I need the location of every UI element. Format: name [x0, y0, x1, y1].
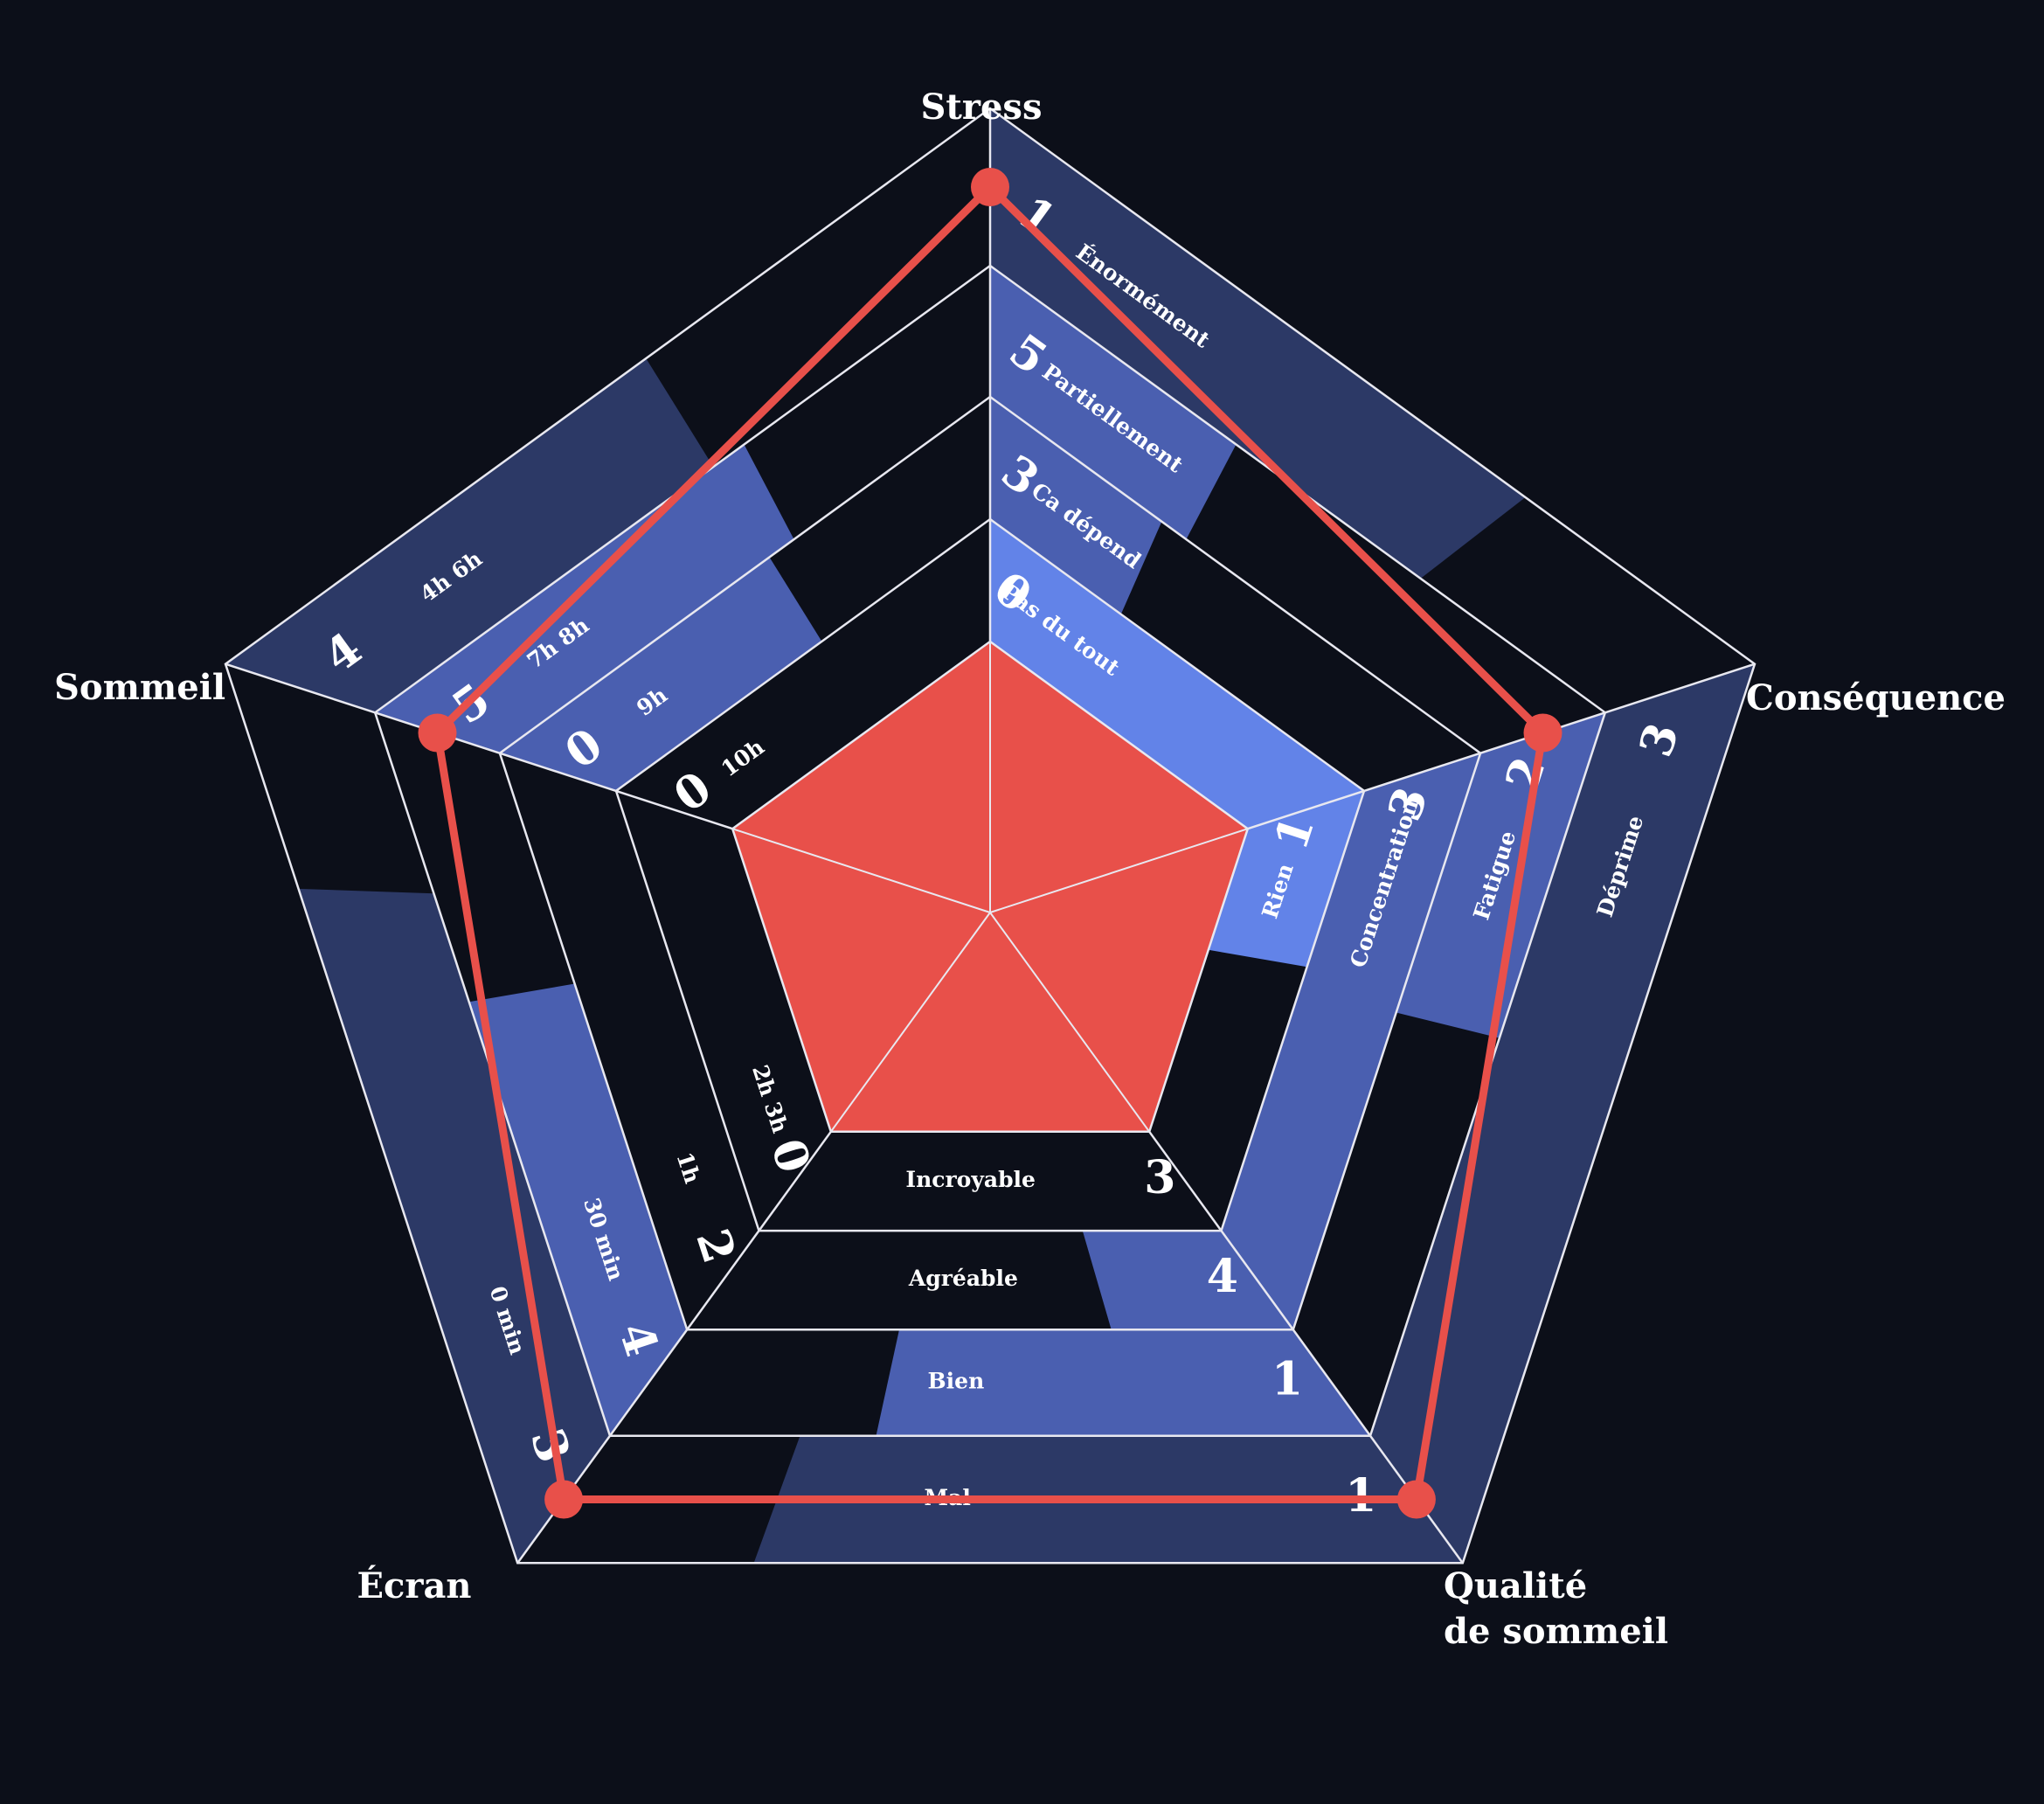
axis-line — [225, 663, 733, 830]
band-shade — [990, 108, 1526, 579]
data-series — [418, 168, 1562, 1519]
band-shade — [1396, 712, 1605, 1038]
series-point — [1523, 713, 1562, 753]
category-shading — [225, 108, 1755, 1564]
grid — [224, 107, 1756, 1565]
band-shade — [990, 519, 1364, 829]
band-shade — [990, 397, 1162, 614]
band-shade — [468, 983, 688, 1436]
series-point — [971, 168, 1009, 206]
axis-titles: Stress Conséquence Qualité de sommeil Écran S… — [54, 87, 2006, 1652]
grid-ring — [224, 107, 1756, 1565]
series-point — [418, 713, 457, 753]
series-point — [544, 1480, 584, 1519]
category-label: Bien — [928, 1369, 985, 1394]
band-shade — [876, 1329, 1370, 1436]
grid-ring — [614, 517, 1366, 1232]
band-shade — [1370, 663, 1755, 1564]
grid-ring — [731, 640, 1250, 1134]
axis-title: Sommeil — [54, 667, 225, 708]
grid-ring — [373, 264, 1607, 1437]
count-label: 3 — [1144, 1151, 1175, 1204]
category-label: Incroyable — [905, 1167, 1036, 1192]
band-shade — [225, 358, 714, 713]
band-shade — [298, 888, 610, 1564]
axis-title: Écran — [357, 1565, 472, 1606]
grid-ring — [498, 395, 1482, 1331]
axis-title: Stress — [921, 87, 1043, 128]
center-spoke — [989, 912, 1151, 1133]
count-label: 1 — [1271, 1353, 1303, 1406]
center-spoke — [829, 912, 991, 1133]
center-spoke — [989, 828, 1249, 913]
band-shade — [499, 557, 822, 791]
band-shade — [375, 444, 794, 753]
series-point — [1396, 1480, 1436, 1519]
axis-line — [1247, 663, 1756, 830]
axis-title: Conséquence — [1746, 677, 2006, 718]
band-shade — [1208, 790, 1364, 968]
band-shade — [990, 266, 1237, 540]
count-label: 4 — [1207, 1250, 1238, 1303]
series-line — [433, 183, 1547, 1503]
center-spoke — [731, 828, 991, 913]
band-shade — [1221, 753, 1481, 1330]
axis-title: Qualité de sommeil — [1444, 1565, 1668, 1652]
category-label: Agréable — [908, 1266, 1018, 1291]
band-shade — [1082, 1231, 1293, 1330]
